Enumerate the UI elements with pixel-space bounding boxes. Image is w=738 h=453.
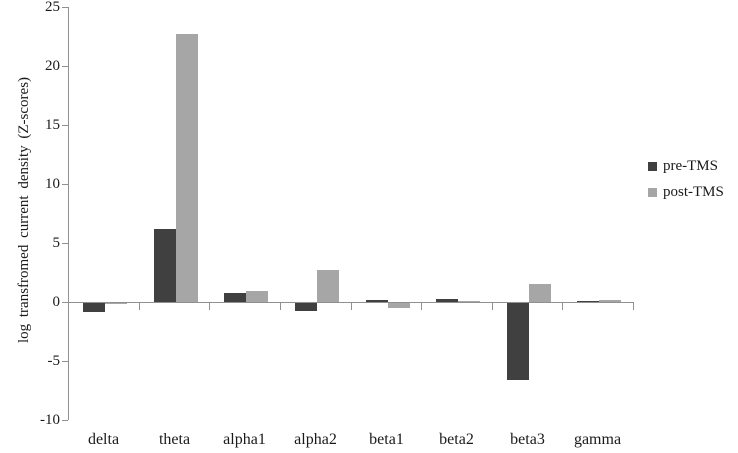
x-axis-category-label: delta (87, 431, 120, 448)
y-axis-tick (62, 125, 68, 126)
bar-pre-TMS-beta3 (507, 303, 529, 380)
bar-post-TMS-theta (176, 34, 198, 302)
legend-item-post-tms: post-TMS (648, 184, 724, 201)
bar-post-TMS-beta3 (529, 284, 551, 302)
bar-post-TMS-beta2 (458, 301, 480, 302)
legend-swatch-pre-tms-icon (648, 162, 657, 171)
bar-pre-TMS-alpha1 (224, 293, 246, 302)
x-axis-tick (492, 302, 493, 310)
y-axis-tick-label: 20 (45, 58, 60, 74)
y-axis-tick (62, 361, 68, 362)
bar-pre-TMS-delta (83, 303, 105, 312)
x-axis-category-label: alpha2 (294, 431, 337, 448)
y-axis-tick (62, 7, 68, 8)
x-axis-tick (209, 302, 210, 310)
x-axis-category-label: gamma (573, 431, 622, 448)
bar-post-TMS-beta1 (388, 303, 410, 308)
x-axis-line (68, 302, 633, 303)
y-axis-tick-label: -10 (40, 412, 60, 428)
bar-post-TMS-delta (105, 303, 127, 304)
y-axis-tick (62, 66, 68, 67)
x-axis-category-label: theta (158, 431, 191, 448)
y-axis-tick-label: 5 (52, 235, 61, 251)
x-axis-category-label: alpha1 (223, 431, 266, 448)
legend-label-pre-tms: pre-TMS (663, 158, 718, 174)
x-axis-category-label: beta2 (439, 431, 474, 448)
bar-pre-TMS-beta2 (436, 299, 458, 302)
y-axis-tick-label: 0 (52, 294, 61, 310)
bar-post-TMS-alpha1 (246, 291, 268, 302)
y-axis-line (68, 7, 69, 420)
legend-label-post-tms: post-TMS (663, 184, 724, 200)
y-axis-tick (62, 184, 68, 185)
x-axis-tick (139, 302, 140, 310)
x-axis-tick (562, 302, 563, 310)
x-axis-category-label: beta1 (369, 431, 404, 448)
x-axis-tick (351, 302, 352, 310)
bar-pre-TMS-alpha2 (295, 303, 317, 311)
legend-swatch-post-tms-icon (648, 188, 657, 197)
y-axis-tick-label: 10 (45, 176, 60, 192)
y-axis-tick-label: 25 (45, 0, 60, 15)
x-axis-tick (280, 302, 281, 310)
bar-post-TMS-gamma (599, 300, 621, 302)
x-axis-category-label: beta3 (510, 431, 545, 448)
y-axis-tick (62, 302, 68, 303)
bar-pre-TMS-beta1 (366, 300, 388, 302)
y-axis-tick (62, 243, 68, 244)
y-axis-tick-label: 15 (45, 117, 60, 133)
bar-pre-TMS-gamma (577, 301, 599, 302)
y-axis-title: log transfromed current density (Z-score… (16, 76, 32, 344)
x-axis-tick (633, 302, 634, 310)
legend-item-pre-tms: pre-TMS (648, 158, 724, 175)
x-axis-tick (421, 302, 422, 310)
y-axis-tick (62, 420, 68, 421)
y-axis-tick-label: -5 (47, 353, 61, 369)
legend: pre-TMS post-TMS (648, 158, 724, 201)
bar-post-TMS-alpha2 (317, 270, 339, 302)
bar-pre-TMS-theta (154, 229, 176, 302)
